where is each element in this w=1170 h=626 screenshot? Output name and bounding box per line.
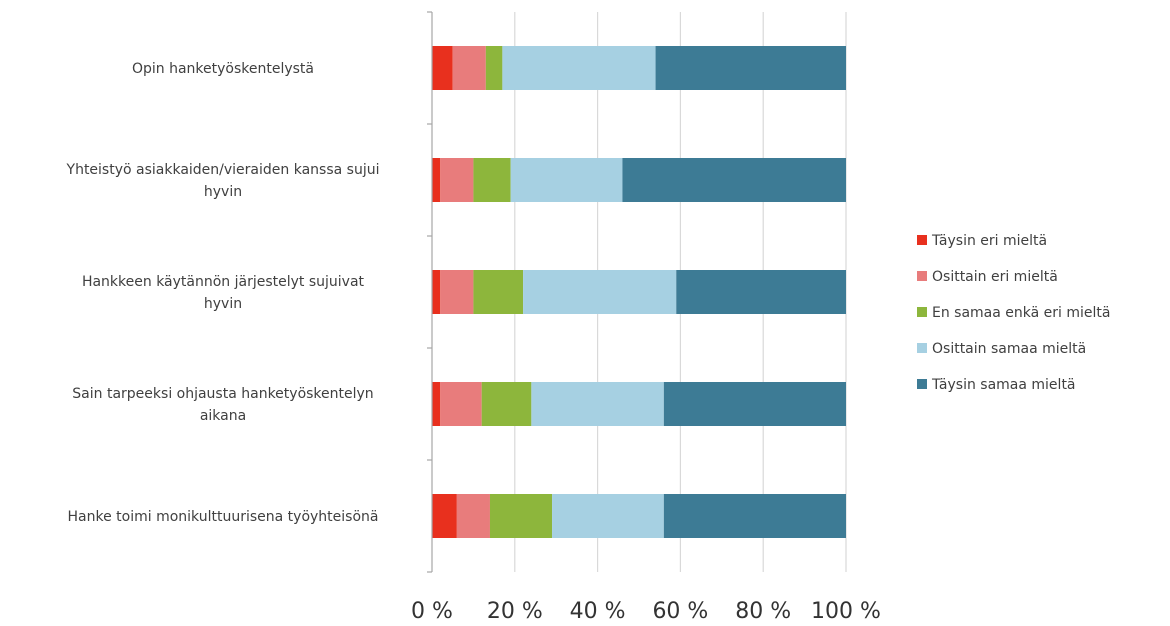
category-label: Hanke toimi monikulttuurisena työyhteisö… xyxy=(68,509,379,525)
bar-segment xyxy=(663,494,846,538)
bar-segment xyxy=(663,382,846,426)
bar-segment xyxy=(485,46,503,90)
category-label: Sain tarpeeksi ohjausta hanketyöskentely… xyxy=(72,386,373,424)
category-labels: Opin hanketyöskentelystä Yhteistyö asiakk… xyxy=(66,61,380,525)
bar-segment xyxy=(440,270,474,314)
x-tick-label: 100 % xyxy=(811,599,881,624)
legend-label: En samaa enkä eri mieltä xyxy=(932,305,1110,321)
x-tick-label: 40 % xyxy=(570,599,626,624)
category-label-line: hyvin xyxy=(204,184,242,200)
legend-swatch xyxy=(917,343,927,353)
bar-segment xyxy=(440,382,482,426)
legend: Täysin eri mieltä Osittain eri mieltä En s… xyxy=(917,233,1110,393)
bar-segment xyxy=(440,158,474,202)
category-label-line: aikana xyxy=(200,408,246,424)
category-label-line: Opin hanketyöskentelystä xyxy=(132,61,314,77)
bar-segment xyxy=(432,46,453,90)
x-tick-labels: 0 % 20 % 40 % 60 % 80 % 100 % xyxy=(411,599,881,624)
bar-segment xyxy=(502,46,656,90)
bar-segment xyxy=(676,270,846,314)
x-tick-label: 80 % xyxy=(735,599,791,624)
category-label-line: hyvin xyxy=(204,296,242,312)
category-label: Yhteistyö asiakkaiden/vieraiden kanssa s… xyxy=(66,162,380,200)
bar-segment xyxy=(432,270,441,314)
legend-label: Täysin eri mieltä xyxy=(931,233,1047,249)
legend-swatch xyxy=(917,379,927,389)
category-label-line: Yhteistyö asiakkaiden/vieraiden kanssa s… xyxy=(66,162,380,178)
bar-segment xyxy=(622,158,846,202)
x-tick-label: 20 % xyxy=(487,599,543,624)
legend-label: Osittain samaa mieltä xyxy=(932,341,1086,357)
category-label: Opin hanketyöskentelystä xyxy=(132,61,314,77)
category-label-line: Hankkeen käytännön järjestelyt sujuivat xyxy=(82,274,365,290)
legend-swatch xyxy=(917,307,927,317)
bar-segment xyxy=(481,382,532,426)
bar-segment xyxy=(552,494,664,538)
bar-segment xyxy=(432,158,441,202)
legend-label: Osittain eri mieltä xyxy=(932,269,1058,285)
bar-segment xyxy=(432,494,457,538)
bar-segment xyxy=(473,158,511,202)
bar-segment xyxy=(489,494,553,538)
bar-segment xyxy=(473,270,524,314)
category-label-line: Hanke toimi monikulttuurisena työyhteisö… xyxy=(68,509,379,525)
category-label: Hankkeen käytännön järjestelyt sujuivat h… xyxy=(82,274,365,312)
bar-segment xyxy=(432,382,441,426)
legend-swatch xyxy=(917,235,927,245)
bar-segment xyxy=(456,494,490,538)
bar-segment xyxy=(452,46,486,90)
x-tick-label: 0 % xyxy=(411,599,453,624)
bar-segment xyxy=(523,270,677,314)
bars xyxy=(432,46,846,538)
legend-label: Täysin samaa mieltä xyxy=(931,377,1076,393)
category-label-line: Sain tarpeeksi ohjausta hanketyöskentely… xyxy=(72,386,373,402)
bar-segment xyxy=(531,382,664,426)
bar-segment xyxy=(655,46,846,90)
bar-segment xyxy=(510,158,623,202)
x-tick-label: 60 % xyxy=(652,599,708,624)
legend-swatch xyxy=(917,271,927,281)
axes xyxy=(427,11,433,573)
